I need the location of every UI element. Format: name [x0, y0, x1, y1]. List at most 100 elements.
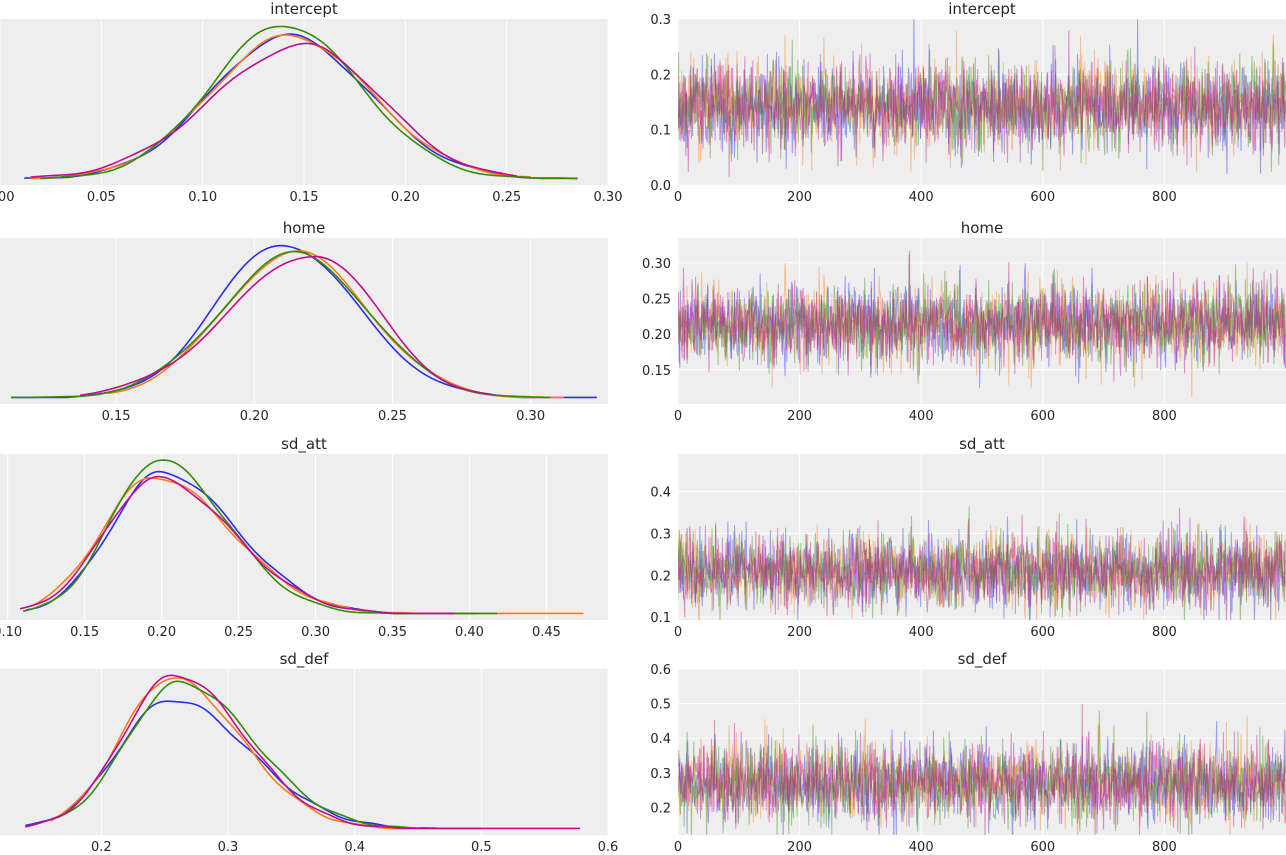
home-trace-ytick-label: 0.25 [642, 293, 671, 308]
intercept-trace-trace-chain-1 [678, 30, 1286, 173]
home-trace-background [678, 238, 1286, 404]
intercept-trace-xtick-label: 400 [909, 190, 934, 205]
sd-att-kde-density-chain-3 [19, 475, 455, 615]
home-kde-xtick-label: 0.15 [102, 409, 131, 424]
sd-def-kde-xtick-label: 0.4 [344, 840, 365, 855]
sd-att-trace-panel: 0 200 400 600 800 sd_att 0.1 0.2 0.3 0.4 [650, 435, 1286, 640]
home-trace-trace-chain-3 [678, 250, 1286, 382]
home-trace-title: home [961, 219, 1004, 237]
sd-att-kde-xtick-label: 0.25 [224, 625, 253, 640]
sd-att-kde-xtick-label: 0.35 [378, 625, 407, 640]
intercept-trace-panel: 0 200 400 600 800 intercept 0.0 0.1 0.2 0.3 [650, 0, 1286, 205]
intercept-kde-xtick-label: 0.05 [87, 190, 116, 205]
sd-def-trace-ytick-label: 0.5 [650, 698, 671, 713]
intercept-kde-density-chain-2 [40, 25, 578, 180]
home-trace-trace-chain-0 [678, 263, 1286, 388]
sd-def-kde-xtick-label: 0.2 [91, 840, 112, 855]
sd-att-kde-xtick-label: 0.20 [147, 625, 176, 640]
sd-def-trace-xtick-label: 200 [787, 840, 812, 855]
intercept-kde-density-chain-3 [30, 42, 517, 178]
home-kde-panel: 0.15 0.20 0.25 0.30 home [0, 219, 608, 424]
sd-att-trace-xtick-label: 800 [1152, 625, 1177, 640]
sd-att-trace-ytick-label: 0.4 [650, 486, 671, 501]
intercept-kde-xtick-label: 0.20 [391, 190, 420, 205]
intercept-trace-xtick-label: 600 [1030, 190, 1055, 205]
intercept-trace-ytick-label: 0.3 [650, 13, 671, 28]
home-kde-xtick-label: 0.25 [378, 409, 407, 424]
home-trace-xtick-label: 200 [787, 409, 812, 424]
sd-def-trace-trace-chain-2 [678, 710, 1286, 835]
intercept-kde-xtick-label: 0.15 [290, 190, 319, 205]
sd-att-trace-title: sd_att [959, 435, 1005, 454]
sd-def-trace-xtick-label: 800 [1152, 840, 1177, 855]
sd-def-kde-background [0, 669, 608, 835]
sd-att-kde-xtick-label: 0.10 [0, 625, 22, 640]
intercept-kde-xtick-label: 0.30 [594, 190, 623, 205]
intercept-trace-ytick-label: 0.1 [650, 124, 671, 139]
sd-att-trace-xtick-label: 400 [909, 625, 934, 640]
sd-def-kde-xtick-label: 0.3 [218, 840, 239, 855]
home-kde-title: home [283, 219, 326, 237]
sd-def-trace-ytick-label: 0.2 [650, 801, 671, 816]
intercept-trace-xtick-label: 0 [674, 190, 682, 205]
sd-def-trace-panel: 0 200 400 600 800 sd_def 0.2 0.3 0.4 0.5 0.6 [650, 650, 1286, 855]
sd-def-trace-xtick-label: 400 [909, 840, 934, 855]
home-kde-density-chain-3 [80, 255, 493, 396]
sd-att-kde-xtick-label: 0.30 [301, 625, 330, 640]
intercept-kde-xtick-label: 0.10 [188, 190, 217, 205]
home-trace-trace-chain-2 [678, 254, 1286, 384]
sd-def-trace-trace-chain-3 [678, 703, 1286, 835]
sd-att-kde-xtick-label: 0.40 [455, 625, 484, 640]
intercept-trace-trace-chain-2 [678, 39, 1286, 172]
sd-att-trace-trace-chain-3 [678, 507, 1286, 620]
sd-def-trace-title: sd_def [958, 650, 1008, 669]
sd-def-trace-trace-chain-1 [678, 716, 1286, 835]
intercept-trace-xtick-label: 800 [1152, 190, 1177, 205]
sd-att-trace-trace-chain-1 [678, 518, 1286, 620]
home-trace-trace-chain-1 [678, 262, 1286, 398]
sd-att-kde-panel: 0.10 0.15 0.20 0.25 0.30 0.35 0.40 0.45 sd_att [0, 435, 608, 640]
sd-att-kde-xtick-label: 0.15 [70, 625, 99, 640]
home-trace-xtick-label: 400 [909, 409, 934, 424]
intercept-trace-xtick-label: 200 [787, 190, 812, 205]
sd-att-trace-xtick-label: 600 [1030, 625, 1055, 640]
sd-def-kde-title: sd_def [280, 650, 330, 669]
intercept-kde-xtick-label: 0.25 [492, 190, 521, 205]
sd-att-kde-title: sd_att [281, 435, 327, 454]
intercept-kde-title: intercept [270, 0, 338, 18]
intercept-trace-trace-chain-3 [678, 30, 1286, 177]
sd-def-trace-ytick-label: 0.3 [650, 767, 671, 782]
sd-def-kde-xtick-label: 0.5 [471, 840, 492, 855]
home-trace-ytick-label: 0.30 [642, 257, 671, 272]
sd-att-trace-xtick-label: 0 [674, 625, 682, 640]
sd-att-trace-background [678, 454, 1286, 620]
sd-att-trace-ytick-label: 0.2 [650, 569, 671, 584]
sd-def-trace-trace-chain-0 [678, 720, 1286, 835]
sd-att-trace-ytick-label: 0.3 [650, 527, 671, 542]
home-trace-xtick-label: 800 [1152, 409, 1177, 424]
intercept-kde-xtick-label: 0.00 [0, 190, 14, 205]
sd-att-trace-trace-chain-0 [678, 516, 1286, 620]
sd-att-kde-xtick-label: 0.45 [532, 625, 561, 640]
sd-def-kde-density-chain-3 [25, 674, 581, 830]
intercept-trace-ytick-label: 0.2 [650, 68, 671, 83]
sd-def-trace-xtick-label: 600 [1030, 840, 1055, 855]
intercept-kde-panel: 0.00 0.05 0.10 0.15 0.20 0.25 0.30 intercept [0, 0, 622, 205]
intercept-trace-trace-chain-0 [678, 19, 1286, 175]
sd-att-trace-ytick-label: 0.1 [650, 611, 671, 626]
home-trace-ytick-label: 0.15 [642, 364, 671, 379]
home-kde-xtick-label: 0.30 [516, 409, 545, 424]
home-trace-panel: 0 200 400 600 800 home 0.15 0.20 0.25 0.30 [642, 219, 1286, 424]
sd-def-kde-density-chain-2 [56, 680, 419, 830]
sd-def-trace-xtick-label: 0 [674, 840, 682, 855]
sd-att-trace-xtick-label: 200 [787, 625, 812, 640]
home-kde-background [0, 238, 608, 404]
home-trace-ytick-label: 0.20 [642, 328, 671, 343]
intercept-trace-background [678, 19, 1286, 185]
sd-def-trace-ytick-label: 0.6 [650, 663, 671, 678]
intercept-trace-title: intercept [948, 0, 1016, 18]
sd-def-kde-panel: 0.2 0.3 0.4 0.5 0.6 sd_def [0, 650, 618, 855]
home-trace-xtick-label: 600 [1030, 409, 1055, 424]
home-trace-xtick-label: 0 [674, 409, 682, 424]
